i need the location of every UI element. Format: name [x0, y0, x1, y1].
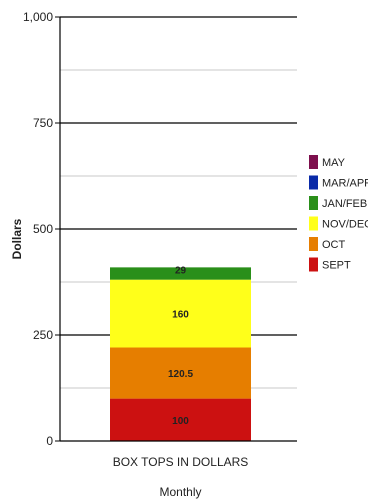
bar-segments: [110, 267, 251, 441]
segment-labels: 100 120.5 160 29: [168, 265, 193, 426]
bar-segment-oct: [110, 347, 251, 399]
data-label: 160: [172, 310, 189, 321]
legend-swatch-sept: [309, 257, 318, 272]
y-tick-label: 1,000: [23, 10, 53, 24]
data-label: 29: [175, 265, 187, 276]
legend-label-mar-apr: MAR/APR: [322, 178, 368, 190]
legend-label-sept: SEPT: [322, 260, 351, 272]
bar-segment-sept: [110, 398, 251, 441]
legend-label-oct: OCT: [322, 239, 346, 251]
legend-swatch-oct: [309, 237, 318, 251]
bar-segment-nov-dec: [110, 279, 251, 348]
y-tick-labels: 0 250 500 750 1,000: [23, 10, 53, 448]
legend-label-jan-feb: JAN/FEB: [322, 198, 367, 210]
y-axis-title: Dollars: [10, 218, 24, 259]
axes: [55, 16, 297, 442]
data-label: 100: [172, 416, 189, 427]
legend-swatch-may: [309, 155, 318, 169]
legend-swatch-jan-feb: [309, 196, 318, 210]
y-tick-label: 500: [33, 222, 53, 236]
legend-swatch-nov-dec: [309, 216, 318, 231]
legend-label-may: MAY: [322, 157, 346, 169]
x-category-label: BOX TOPS IN DOLLARS: [113, 455, 249, 469]
y-tick-label: 250: [33, 328, 53, 342]
y-tick-label: 750: [33, 116, 53, 130]
legend-label-nov-dec: NOV/DEC: [322, 219, 368, 231]
y-tick-label: 0: [46, 434, 53, 448]
bar-segment-jan-feb: [110, 267, 251, 280]
x-axis-title: Monthly: [159, 485, 201, 499]
legend-swatch-mar-apr: [309, 175, 318, 190]
legend: MAY MAR/APR JAN/FEB NOV/DEC OCT SEPT: [309, 155, 368, 272]
data-label: 120.5: [168, 369, 193, 380]
